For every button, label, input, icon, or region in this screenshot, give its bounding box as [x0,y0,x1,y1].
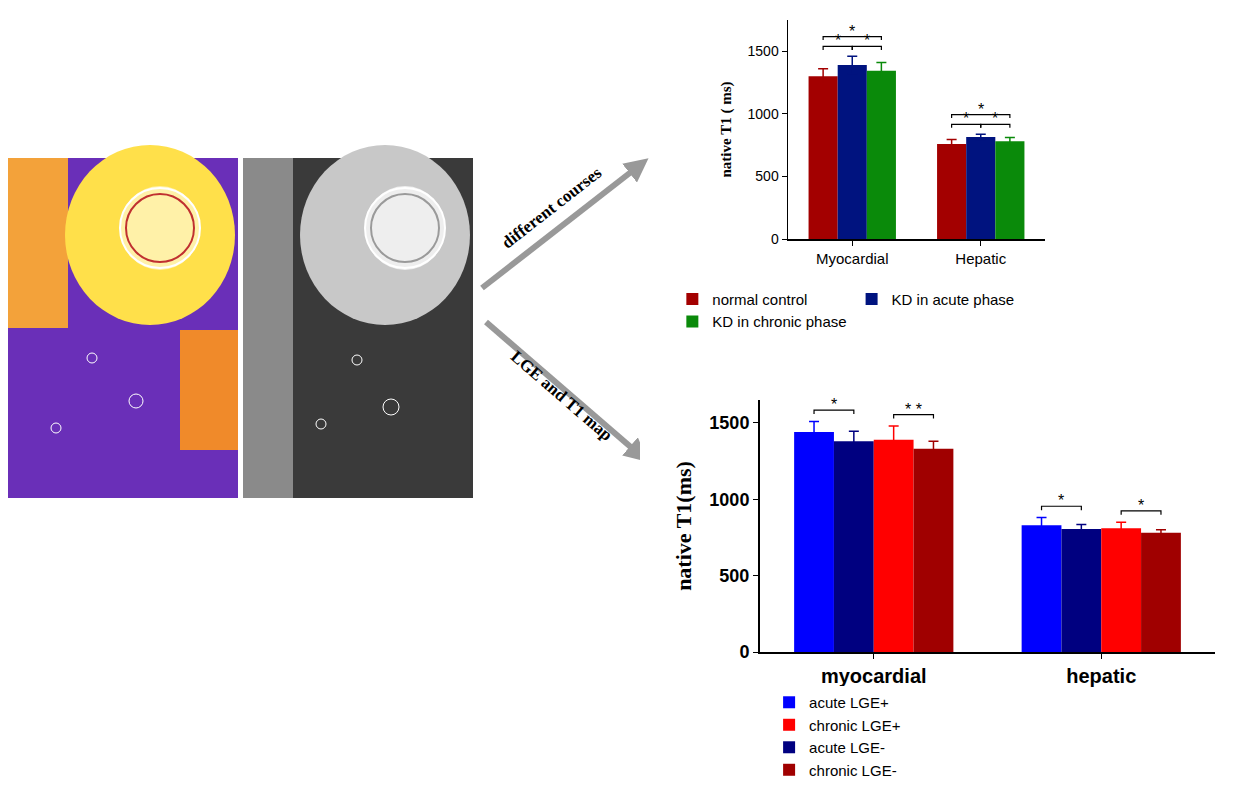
svg-text:*: * [1138,497,1144,514]
svg-text:myocardial: myocardial [821,665,927,687]
svg-text:1500: 1500 [709,413,749,433]
svg-text:*: * [831,396,837,413]
svg-text:1000: 1000 [748,106,779,122]
svg-text:*: * [849,23,855,40]
svg-text:1000: 1000 [709,490,749,510]
svg-text:*: * [1058,492,1064,509]
svg-text:*: * [864,32,870,49]
svg-text:native T1(ms): native T1(ms) [671,461,696,591]
svg-text:500: 500 [719,566,749,586]
svg-text:500: 500 [755,168,779,184]
svg-text:native T1 ( ms): native T1 ( ms) [718,82,735,178]
svg-text:chronic LGE-: chronic LGE- [809,762,897,779]
svg-text:KD in acute phase: KD in acute phase [892,291,1015,308]
svg-text:normal control: normal control [712,291,807,308]
svg-text:*: * [835,32,841,49]
svg-text:*: * [963,110,969,127]
svg-text:Myocardial: Myocardial [816,250,889,267]
svg-text:acute LGE-: acute LGE- [809,739,885,756]
svg-text:LGE and T1 map: LGE and T1 map [507,347,616,445]
svg-text:Hepatic: Hepatic [955,250,1006,267]
svg-text:acute LGE+: acute LGE+ [809,694,889,711]
svg-text:0: 0 [739,642,749,662]
svg-text:*: * [978,101,984,118]
svg-text:0: 0 [771,231,779,247]
svg-text:different courses: different courses [498,163,605,253]
svg-text:*: * [992,110,998,127]
svg-text:* *: * * [905,401,922,418]
svg-text:hepatic: hepatic [1066,665,1136,687]
svg-text:KD in chronic phase: KD in chronic phase [712,313,846,330]
svg-text:chronic LGE+: chronic LGE+ [809,717,901,734]
svg-text:1500: 1500 [748,43,779,59]
